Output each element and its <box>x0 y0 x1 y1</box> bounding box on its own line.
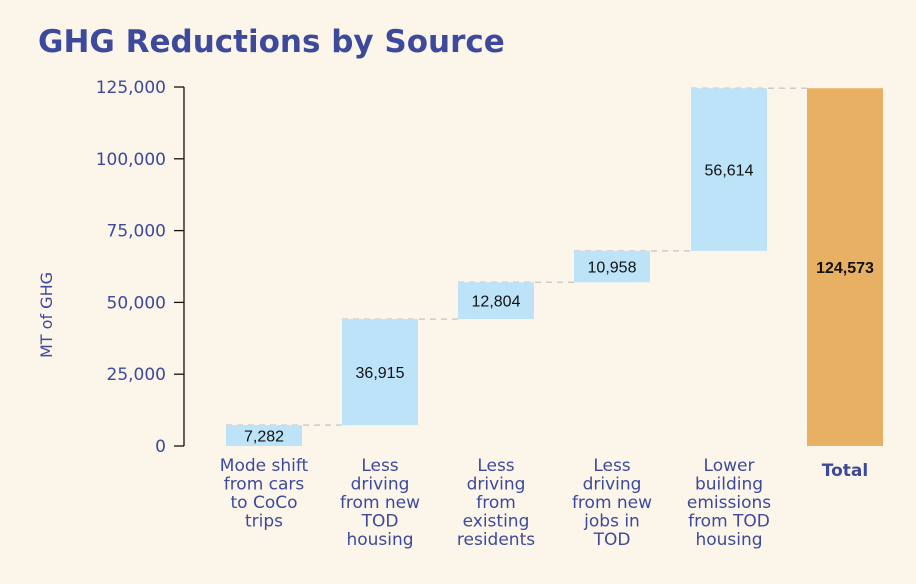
bar-step <box>691 88 767 251</box>
y-tick-label: 75,000 <box>107 222 166 242</box>
x-category-label: Less driving from existing residents <box>457 456 535 550</box>
bar-step <box>574 250 650 283</box>
bar-value-label: 36,915 <box>356 365 405 382</box>
bar-total <box>807 88 883 446</box>
bar-step <box>458 282 534 320</box>
y-tick-label: 25,000 <box>107 365 166 385</box>
bar-value-label: 10,958 <box>588 260 637 277</box>
bars <box>226 88 883 446</box>
category-labels: Mode shift from cars to CoCo trips Less drivi… <box>220 456 868 550</box>
x-category-label: Less driving from new TOD housing <box>340 456 420 550</box>
total-value-label: 124,573 <box>816 260 874 277</box>
bar-step <box>342 319 418 426</box>
bar-value-label: 56,614 <box>705 163 754 180</box>
y-tick-label: 100,000 <box>96 150 166 170</box>
y-tick-label: 125,000 <box>96 78 166 98</box>
bar-value-label: 12,804 <box>472 294 521 311</box>
x-category-label: Lower building emissions from TOD housing <box>687 456 771 550</box>
y-axis: 0 25,000 50,000 75,000 100,000 125,000 <box>96 78 185 457</box>
chart-title: GHG Reductions by Source <box>38 24 505 60</box>
y-axis-label: MT of GHG <box>37 272 56 358</box>
x-category-label: Less driving from new jobs in TOD <box>572 456 652 550</box>
y-tick-label: 0 <box>155 437 166 457</box>
bar-value-label: 7,282 <box>244 429 284 446</box>
x-category-label-total: Total <box>822 461 868 481</box>
x-category-label: Mode shift from cars to CoCo trips <box>220 456 309 532</box>
y-tick-label: 50,000 <box>107 293 166 313</box>
bar-step <box>226 425 302 446</box>
data-labels: 7,282 36,915 12,804 10,958 56,614 124,573 <box>244 163 874 446</box>
